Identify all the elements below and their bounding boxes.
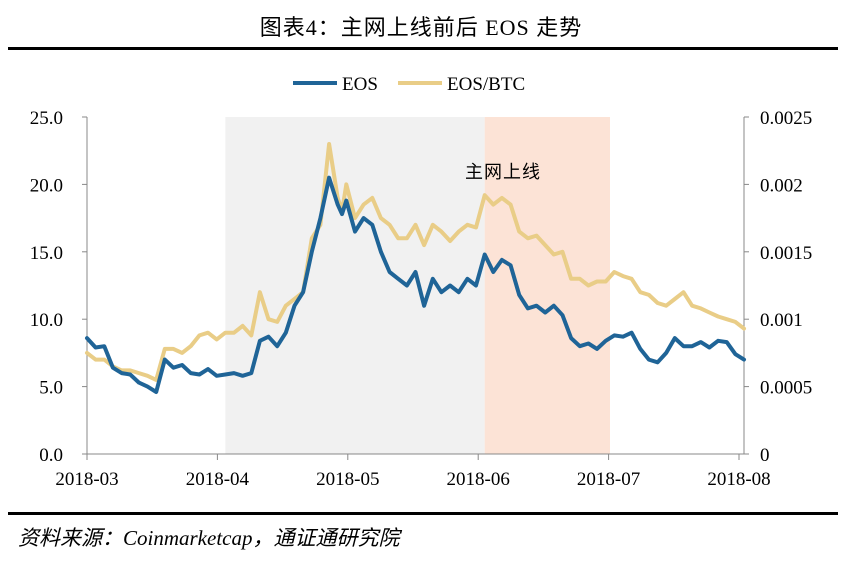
y-left-tick-label: 15.0 [30,243,63,264]
y-right-tick-label: 0.001 [760,310,803,331]
x-tick-label: 2018-06 [447,469,510,490]
x-tick-label: 2018-03 [55,469,118,490]
y-right-tick-label: 0.0025 [760,108,812,129]
x-tick-label: 2018-04 [186,469,250,490]
legend-layer: EOS EOS/BTC [293,74,525,95]
y-right-tick-label: 0.0015 [760,243,812,264]
y-right-tick-label: 0.0005 [760,378,812,399]
shaded-region-before-mainnet [225,117,485,454]
y-left-tick-label: 5.0 [39,378,63,399]
x-tick-label: 2018-05 [316,469,379,490]
title-rule [8,47,838,50]
y-left-tick-label: 10.0 [30,310,63,331]
source-rule [8,512,838,515]
annotation-mainnet-launch: 主网上线 [465,162,541,182]
series-line-eos [85,175,746,394]
legend-label: EOS [342,74,378,95]
series-line-eos-btc [85,142,746,382]
y-left-tick-label: 20.0 [30,175,63,196]
chart-title: 图表4：主网上线前后 EOS 走势 [259,15,583,40]
x-tick-label: 2018-07 [577,469,640,490]
y-left-tick-label: 25.0 [30,108,63,129]
y-left-tick-label: 0.0 [39,445,63,466]
source-note: 资料来源：Coinmarketcap，通证通研究院 [18,526,400,550]
label-layer: 主网上线 [465,162,541,182]
chart: 0.0 5.0 10.0 15.0 20.0 25.0 0 0.0005 0.001 0.0015… [30,74,813,490]
y-right-tick-label: 0 [760,445,770,466]
x-tick-label: 2018-08 [707,469,770,490]
y-right-tick-label: 0.002 [760,175,803,196]
axis-layer: 0.0 5.0 10.0 15.0 20.0 25.0 0 0.0005 0.001 0.0015… [30,108,813,490]
series-layer [85,142,746,394]
legend-label: EOS/BTC [447,74,525,95]
